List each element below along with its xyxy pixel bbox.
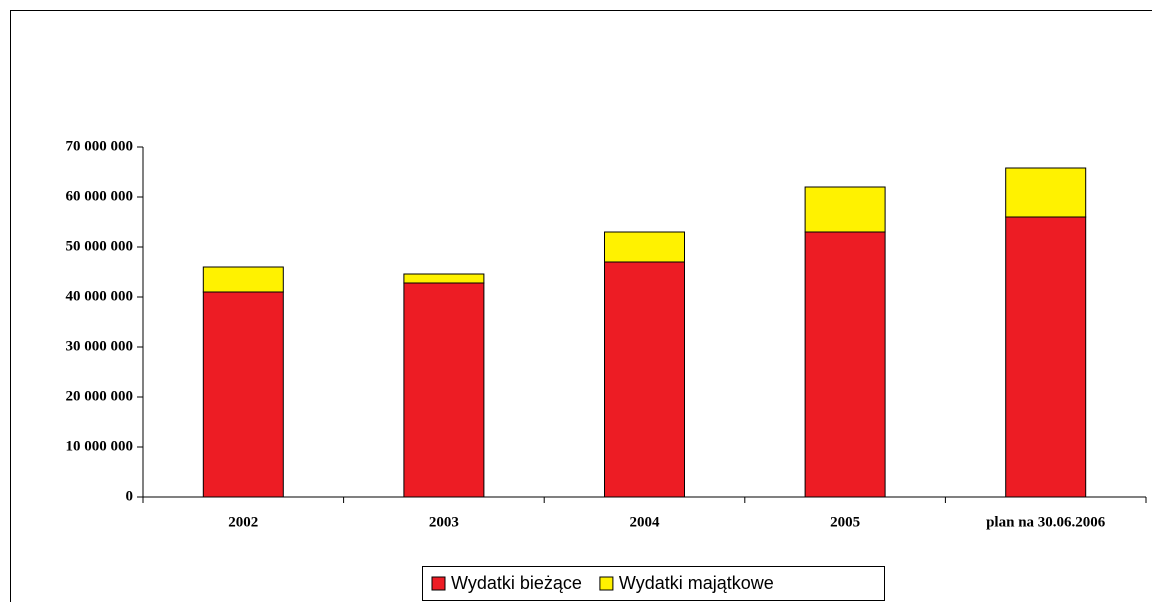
chart-frame	[10, 10, 1152, 602]
y-tick-label: 0	[126, 488, 134, 504]
bar-segment	[804, 231, 886, 498]
y-tick-label: 10 000 000	[66, 438, 134, 454]
x-tick-label: 2005	[830, 514, 860, 530]
legend	[422, 566, 885, 601]
legend-swatch	[599, 576, 614, 591]
bar-segment	[403, 273, 485, 284]
y-tick-label: 30 000 000	[66, 338, 134, 354]
x-tick-label: plan na 30.06.2006	[986, 514, 1106, 530]
bar-segment	[202, 291, 284, 498]
y-tick-label: 60 000 000	[66, 188, 134, 204]
bar-segment	[604, 261, 685, 498]
y-tick-label: 40 000 000	[66, 288, 134, 304]
y-tick-label: 50 000 000	[66, 238, 134, 254]
bar-segment	[403, 282, 485, 498]
x-tick-label: 2003	[429, 514, 459, 530]
x-tick-label: 2002	[228, 514, 258, 530]
legend-swatch	[431, 576, 446, 591]
x-tick-label: 2004	[630, 514, 661, 530]
bar-segment	[804, 186, 886, 233]
y-tick-label: 20 000 000	[66, 388, 134, 404]
y-tick-label: 70 000 000	[66, 138, 134, 154]
bar-segment	[1005, 167, 1087, 218]
legend-label: Wydatki majątkowe	[619, 573, 774, 593]
bar-segment	[202, 266, 284, 293]
bar-segment	[1005, 216, 1087, 498]
bar-segment	[604, 231, 685, 263]
legend-label: Wydatki bieżące	[451, 573, 582, 593]
